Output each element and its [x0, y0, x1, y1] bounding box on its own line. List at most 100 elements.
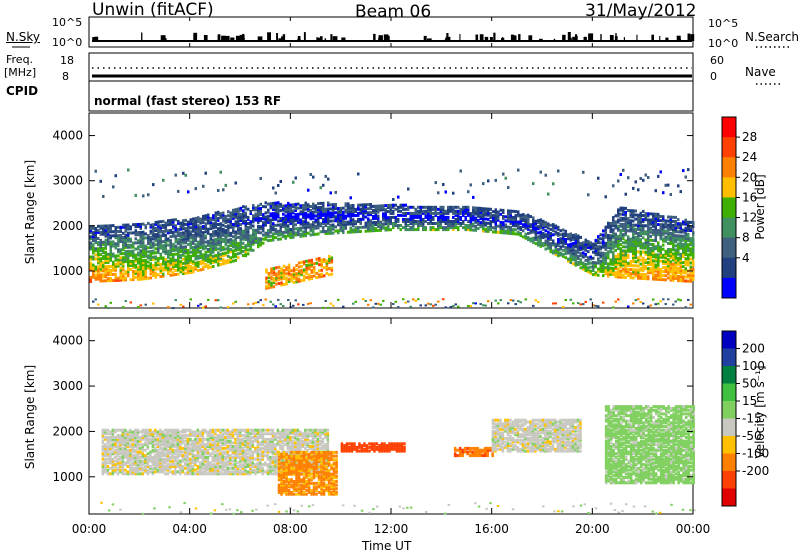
velocity-cell [131, 432, 135, 436]
power-cell [94, 275, 97, 279]
power-cell [567, 235, 570, 239]
power-cell [229, 233, 232, 237]
power-cell [599, 251, 602, 255]
power-cell [224, 261, 227, 265]
power-cell [142, 263, 145, 267]
power-cell [577, 236, 580, 240]
power-cell [424, 226, 427, 230]
power-cell [552, 249, 555, 253]
power-cell [252, 248, 255, 252]
velocity-cell [119, 463, 122, 467]
power-cell [262, 217, 265, 221]
power-cell [304, 226, 307, 229]
power-cell [164, 258, 167, 262]
power-cell [329, 225, 332, 229]
power-cell [524, 218, 527, 222]
power-cell [139, 265, 142, 269]
power-cell [274, 207, 277, 211]
power-cell [672, 264, 675, 268]
power-cell [172, 226, 175, 230]
power-cell [172, 230, 175, 234]
power-cell [164, 223, 167, 227]
power-cell [607, 254, 610, 258]
power-cell [367, 303, 370, 306]
velocity-cell [121, 452, 125, 456]
power-cell [677, 226, 680, 230]
power-cell [269, 228, 272, 232]
power-cell [104, 234, 107, 238]
power-cell [382, 226, 385, 230]
power-cell [214, 260, 217, 264]
velocity-cell [161, 446, 165, 450]
velocity-cell [111, 465, 115, 468]
velocity-cell [134, 441, 137, 445]
velocity-cell [134, 455, 137, 459]
velocity-cell [124, 434, 127, 438]
velocity-cell [129, 428, 132, 432]
power-cell [312, 231, 315, 235]
velocity-cell [136, 452, 140, 456]
velocity-cell [101, 446, 105, 450]
power-cell [657, 214, 660, 218]
power-cell [217, 231, 220, 235]
power-cell [289, 205, 292, 209]
power-cell [554, 302, 557, 305]
power-cell [592, 256, 595, 260]
power-cell [117, 238, 120, 242]
power-cell [274, 215, 277, 219]
power-cell [317, 222, 320, 226]
power-cell [259, 206, 262, 210]
power-cell [327, 217, 330, 221]
power-cell [244, 248, 247, 252]
power-cell [637, 242, 640, 246]
power-cell [602, 266, 605, 269]
power-cell [484, 221, 487, 225]
power-cell [309, 223, 312, 227]
power-cell [612, 268, 615, 272]
power-cell [117, 240, 120, 244]
power-cell [584, 252, 587, 256]
power-cell [239, 206, 242, 210]
power-cell [280, 267, 283, 271]
power-cell [359, 230, 362, 233]
velocity-cell [116, 448, 120, 452]
power-cell [127, 266, 130, 270]
power-cell [342, 227, 345, 230]
power-cell [657, 277, 660, 281]
power-cell [104, 250, 107, 254]
power-cell [307, 302, 310, 305]
power-cell [609, 234, 612, 238]
power-cell [172, 257, 175, 261]
power-cell [177, 221, 180, 225]
velocity-cell [161, 468, 165, 472]
power-cell [362, 215, 365, 219]
power-cell [439, 220, 442, 223]
power-cell [624, 231, 627, 235]
power-cell [127, 168, 130, 172]
power-cell [157, 220, 160, 224]
power-cell [320, 262, 323, 266]
power-cell [242, 205, 245, 209]
velocity-cell [176, 434, 180, 438]
power-cell [479, 223, 482, 227]
power-cell [229, 211, 232, 215]
power-cell [295, 264, 298, 267]
power-cell [272, 234, 275, 238]
power-cell [289, 213, 292, 217]
nsky-step [282, 34, 286, 41]
power-cell [204, 250, 207, 254]
power-cell [199, 303, 202, 306]
power-cell [499, 225, 502, 228]
velocity-cell [136, 468, 140, 472]
power-cell [547, 240, 550, 244]
power-cell [127, 235, 130, 239]
power-cell [337, 213, 340, 217]
power-cell [267, 218, 270, 222]
power-cell [642, 218, 645, 222]
velocity-cell [164, 436, 167, 439]
power-cell [94, 267, 97, 271]
power-cell [567, 249, 570, 253]
power-cell [127, 239, 130, 243]
power-cell [317, 220, 320, 224]
power-cell [539, 220, 542, 224]
